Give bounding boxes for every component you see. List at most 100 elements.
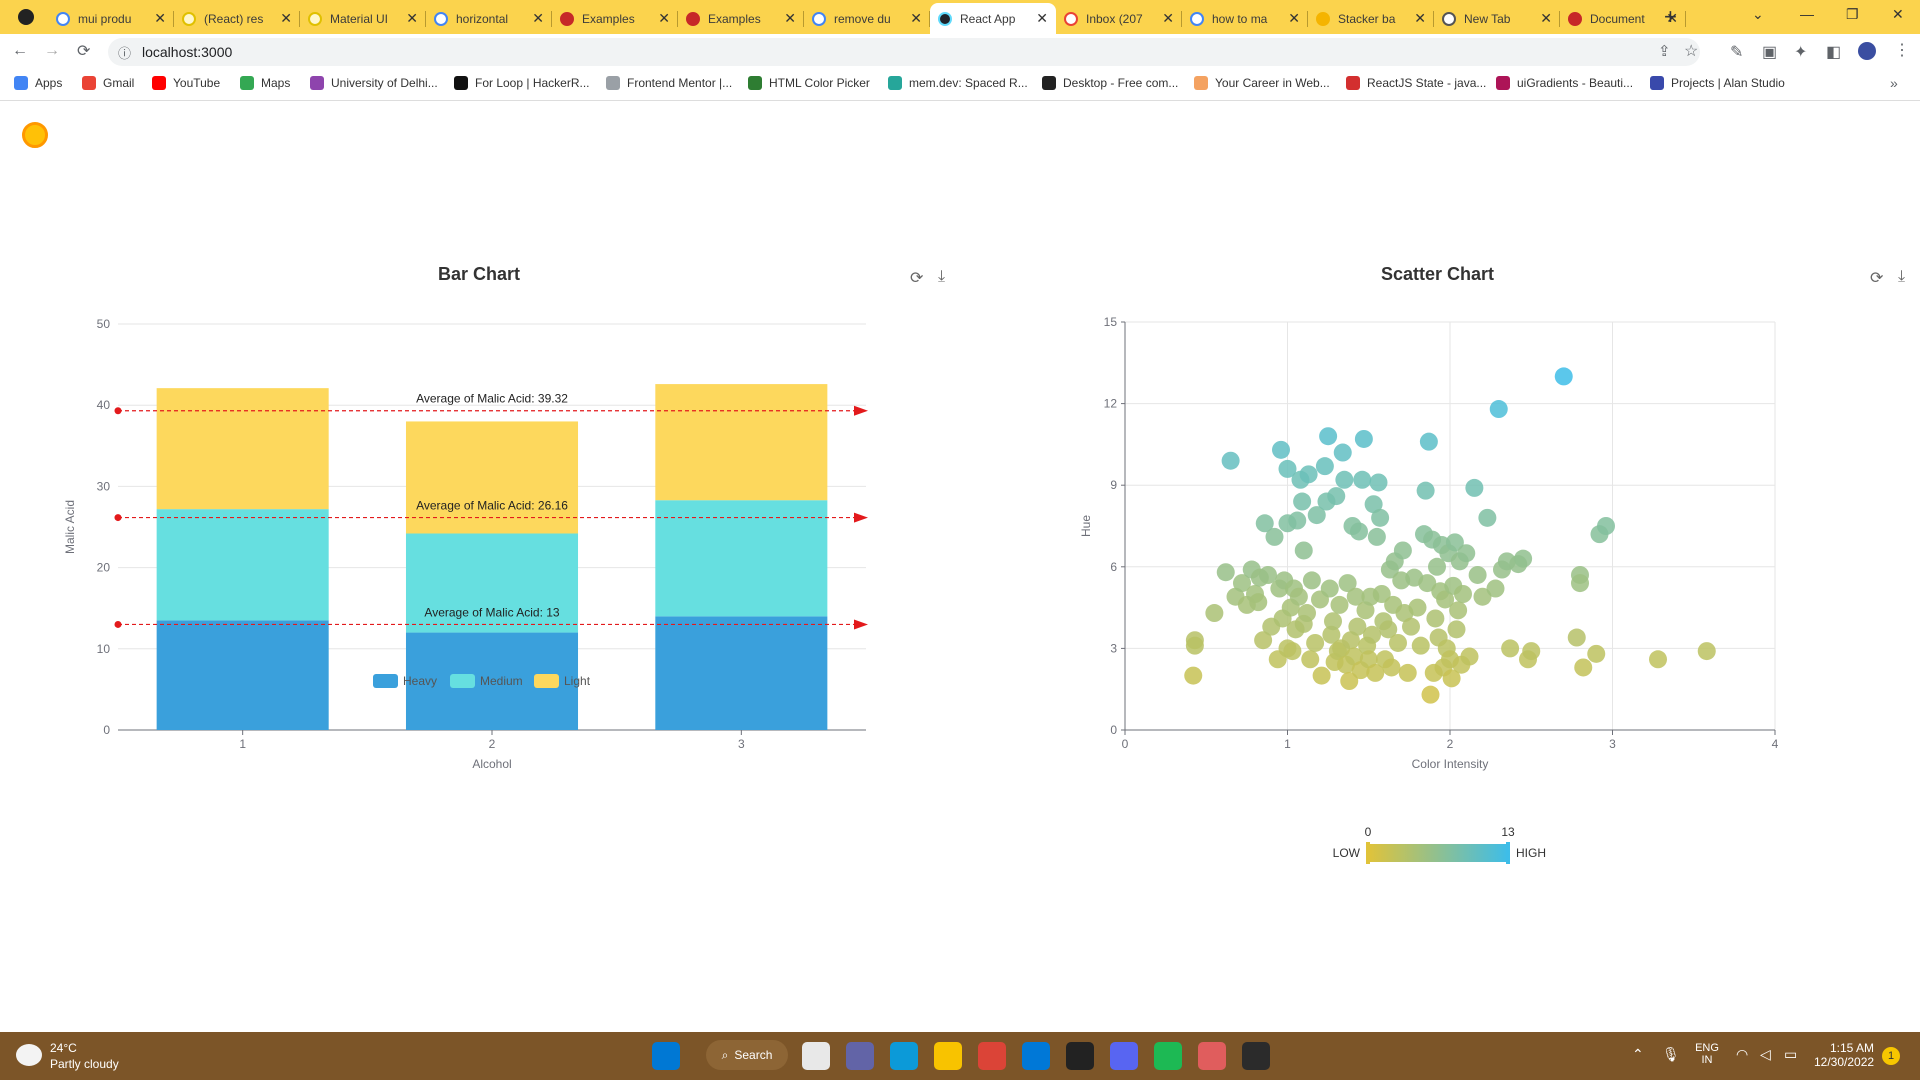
browser-tab[interactable]: Inbox (207 ✕	[1056, 3, 1182, 34]
bookmark-item[interactable]: Projects | Alan Studio	[1650, 76, 1785, 90]
extension-icon[interactable]: ▣	[1762, 44, 1778, 61]
weather-temperature[interactable]: 24°C	[50, 1041, 77, 1055]
battery-icon[interactable]: ▭	[1784, 1046, 1798, 1062]
new-tab-button[interactable]: +	[1664, 4, 1677, 29]
scatter-point	[1465, 478, 1484, 497]
bookmark-item[interactable]: YouTube	[152, 76, 220, 90]
bookmark-item[interactable]: HTML Color Picker	[748, 76, 870, 90]
taskbar-search-button[interactable]: ⌕ Search	[706, 1040, 788, 1070]
browser-tab[interactable]: Document ✕	[1560, 3, 1686, 34]
scatter-point	[1259, 565, 1277, 584]
browser-tab[interactable]: Material UI ✕	[300, 3, 426, 34]
browser-tab[interactable]: React App ✕	[930, 3, 1056, 34]
extension-eyedropper-icon[interactable]: ✎	[1730, 44, 1744, 61]
browser-tab[interactable]: (React) res ✕	[174, 3, 300, 34]
bookmark-item[interactable]: Gmail	[82, 76, 134, 90]
browser-tab[interactable]: New Tab ✕	[1434, 3, 1560, 34]
clock[interactable]: 1:15 AM 12/30/2022	[1814, 1041, 1874, 1069]
browser-tab[interactable]: Stacker ba ✕	[1308, 3, 1434, 34]
scatter-point	[1265, 527, 1284, 546]
browser-tab[interactable]: remove du ✕	[804, 3, 930, 34]
bookmark-item[interactable]: University of Delhi...	[310, 76, 438, 90]
wifi-icon[interactable]: ◠	[1736, 1046, 1749, 1062]
terminal-icon[interactable]	[1242, 1042, 1270, 1070]
browser-tab[interactable]: mui produ ✕	[48, 3, 174, 34]
notification-badge[interactable]: 1	[1882, 1047, 1900, 1065]
browser-tab[interactable]: Examples ✕	[552, 3, 678, 34]
start-icon[interactable]	[652, 1042, 680, 1070]
tab-close-icon[interactable]: ✕	[658, 10, 670, 26]
tab-close-icon[interactable]: ✕	[280, 10, 292, 26]
menu-icon[interactable]: ⋮	[1894, 42, 1910, 59]
tab-close-icon[interactable]: ✕	[1162, 10, 1174, 26]
bar-segment	[655, 384, 828, 501]
language-indicator[interactable]: ENG IN	[1694, 1042, 1720, 1066]
bookmark-item[interactable]: Maps	[240, 76, 290, 90]
tab-close-icon[interactable]: ✕	[532, 10, 544, 26]
tab-close-icon[interactable]: ✕	[910, 10, 922, 26]
scatter-chart-restore-icon[interactable]: ⟳	[1870, 270, 1884, 287]
bookmark-item[interactable]: Apps	[14, 76, 62, 90]
volume-icon[interactable]: ◁	[1760, 1046, 1771, 1062]
bookmark-item[interactable]: ReactJS State - java...	[1346, 76, 1486, 90]
bookmark-label: Maps	[261, 76, 291, 90]
edge-icon[interactable]	[890, 1042, 918, 1070]
theme-toggle-sun-icon[interactable]	[22, 122, 48, 148]
browser-tab[interactable]: horizontal ✕	[426, 3, 552, 34]
tab-close-icon[interactable]: ✕	[784, 10, 796, 26]
forward-icon[interactable]: →	[44, 42, 60, 59]
tab-close-icon[interactable]: ✕	[1288, 10, 1300, 26]
reload-icon[interactable]: ⟳	[77, 43, 91, 60]
weather-description[interactable]: Partly cloudy	[50, 1057, 119, 1071]
back-icon[interactable]: ←	[12, 42, 28, 59]
box3d-icon[interactable]	[1066, 1042, 1094, 1070]
bookmark-item[interactable]: uiGradients - Beauti...	[1496, 76, 1633, 90]
scatter-y-axis-title: Hue	[1079, 515, 1093, 537]
chrome-icon[interactable]	[978, 1042, 1006, 1070]
tab-close-icon[interactable]: ✕	[1036, 10, 1048, 26]
tab-search-icon[interactable]	[18, 9, 34, 25]
vscode-icon[interactable]	[1022, 1042, 1050, 1070]
minimize-icon[interactable]: —	[1800, 6, 1814, 22]
side-panel-icon[interactable]: ◧	[1826, 44, 1842, 61]
browser-tab[interactable]: how to ma ✕	[1182, 3, 1308, 34]
bookmark-item[interactable]: Desktop - Free com...	[1042, 76, 1178, 90]
tray-chevron-icon[interactable]: ⌃	[1632, 1046, 1644, 1062]
discord-icon[interactable]	[1110, 1042, 1138, 1070]
address-bar[interactable]: ⓘ localhost:3000 ⇪ ☆	[108, 38, 1700, 66]
tab-search-chevron-icon[interactable]: ⌄	[1752, 6, 1764, 22]
tab-close-icon[interactable]: ✕	[1540, 10, 1552, 26]
bookmark-item[interactable]: Frontend Mentor |...	[606, 76, 732, 90]
bar-chart-restore-icon[interactable]: ⟳	[910, 270, 924, 287]
files-icon[interactable]	[802, 1042, 830, 1070]
more-bookmarks-icon[interactable]: »	[1890, 75, 1898, 91]
restore-icon[interactable]: ❐	[1846, 6, 1859, 22]
share-icon[interactable]: ⇪	[1658, 43, 1671, 60]
explorer-icon[interactable]	[934, 1042, 962, 1070]
tab-close-icon[interactable]: ✕	[154, 10, 166, 26]
bookmark-item[interactable]: Your Career in Web...	[1194, 76, 1330, 90]
puzzle-icon[interactable]: ✦	[1794, 44, 1808, 61]
browser-tab[interactable]: Examples ✕	[678, 3, 804, 34]
tab-close-icon[interactable]: ✕	[406, 10, 418, 26]
profile-avatar[interactable]	[1858, 42, 1876, 60]
scatter-x-tick-label: 4	[1772, 737, 1779, 751]
tab-close-icon[interactable]: ✕	[1414, 10, 1426, 26]
site-info-icon[interactable]: ⓘ	[118, 46, 132, 61]
meet-icon[interactable]	[846, 1042, 874, 1070]
language-top: ENG	[1695, 1042, 1719, 1054]
bookmark-item[interactable]: mem.dev: Spaced R...	[888, 76, 1028, 90]
bookmark-star-icon[interactable]: ☆	[1684, 43, 1699, 60]
scatter-point	[1428, 557, 1446, 576]
tab-close-icon[interactable]: ✕	[1666, 10, 1678, 26]
visual-map-low-handle	[1366, 842, 1370, 864]
microphone-icon[interactable]: 🎙	[1662, 1046, 1680, 1062]
bar-x-axis-title: Alcohol	[472, 757, 511, 771]
close-window-icon[interactable]: ✕	[1892, 6, 1904, 22]
snip-icon[interactable]	[1198, 1042, 1226, 1070]
bar-chart-download-icon[interactable]: ⤓	[938, 268, 946, 285]
spotify-icon[interactable]	[1154, 1042, 1182, 1070]
bookmark-item[interactable]: For Loop | HackerR...	[454, 76, 590, 90]
scatter-chart-download-icon[interactable]: ⤓	[1898, 268, 1906, 285]
